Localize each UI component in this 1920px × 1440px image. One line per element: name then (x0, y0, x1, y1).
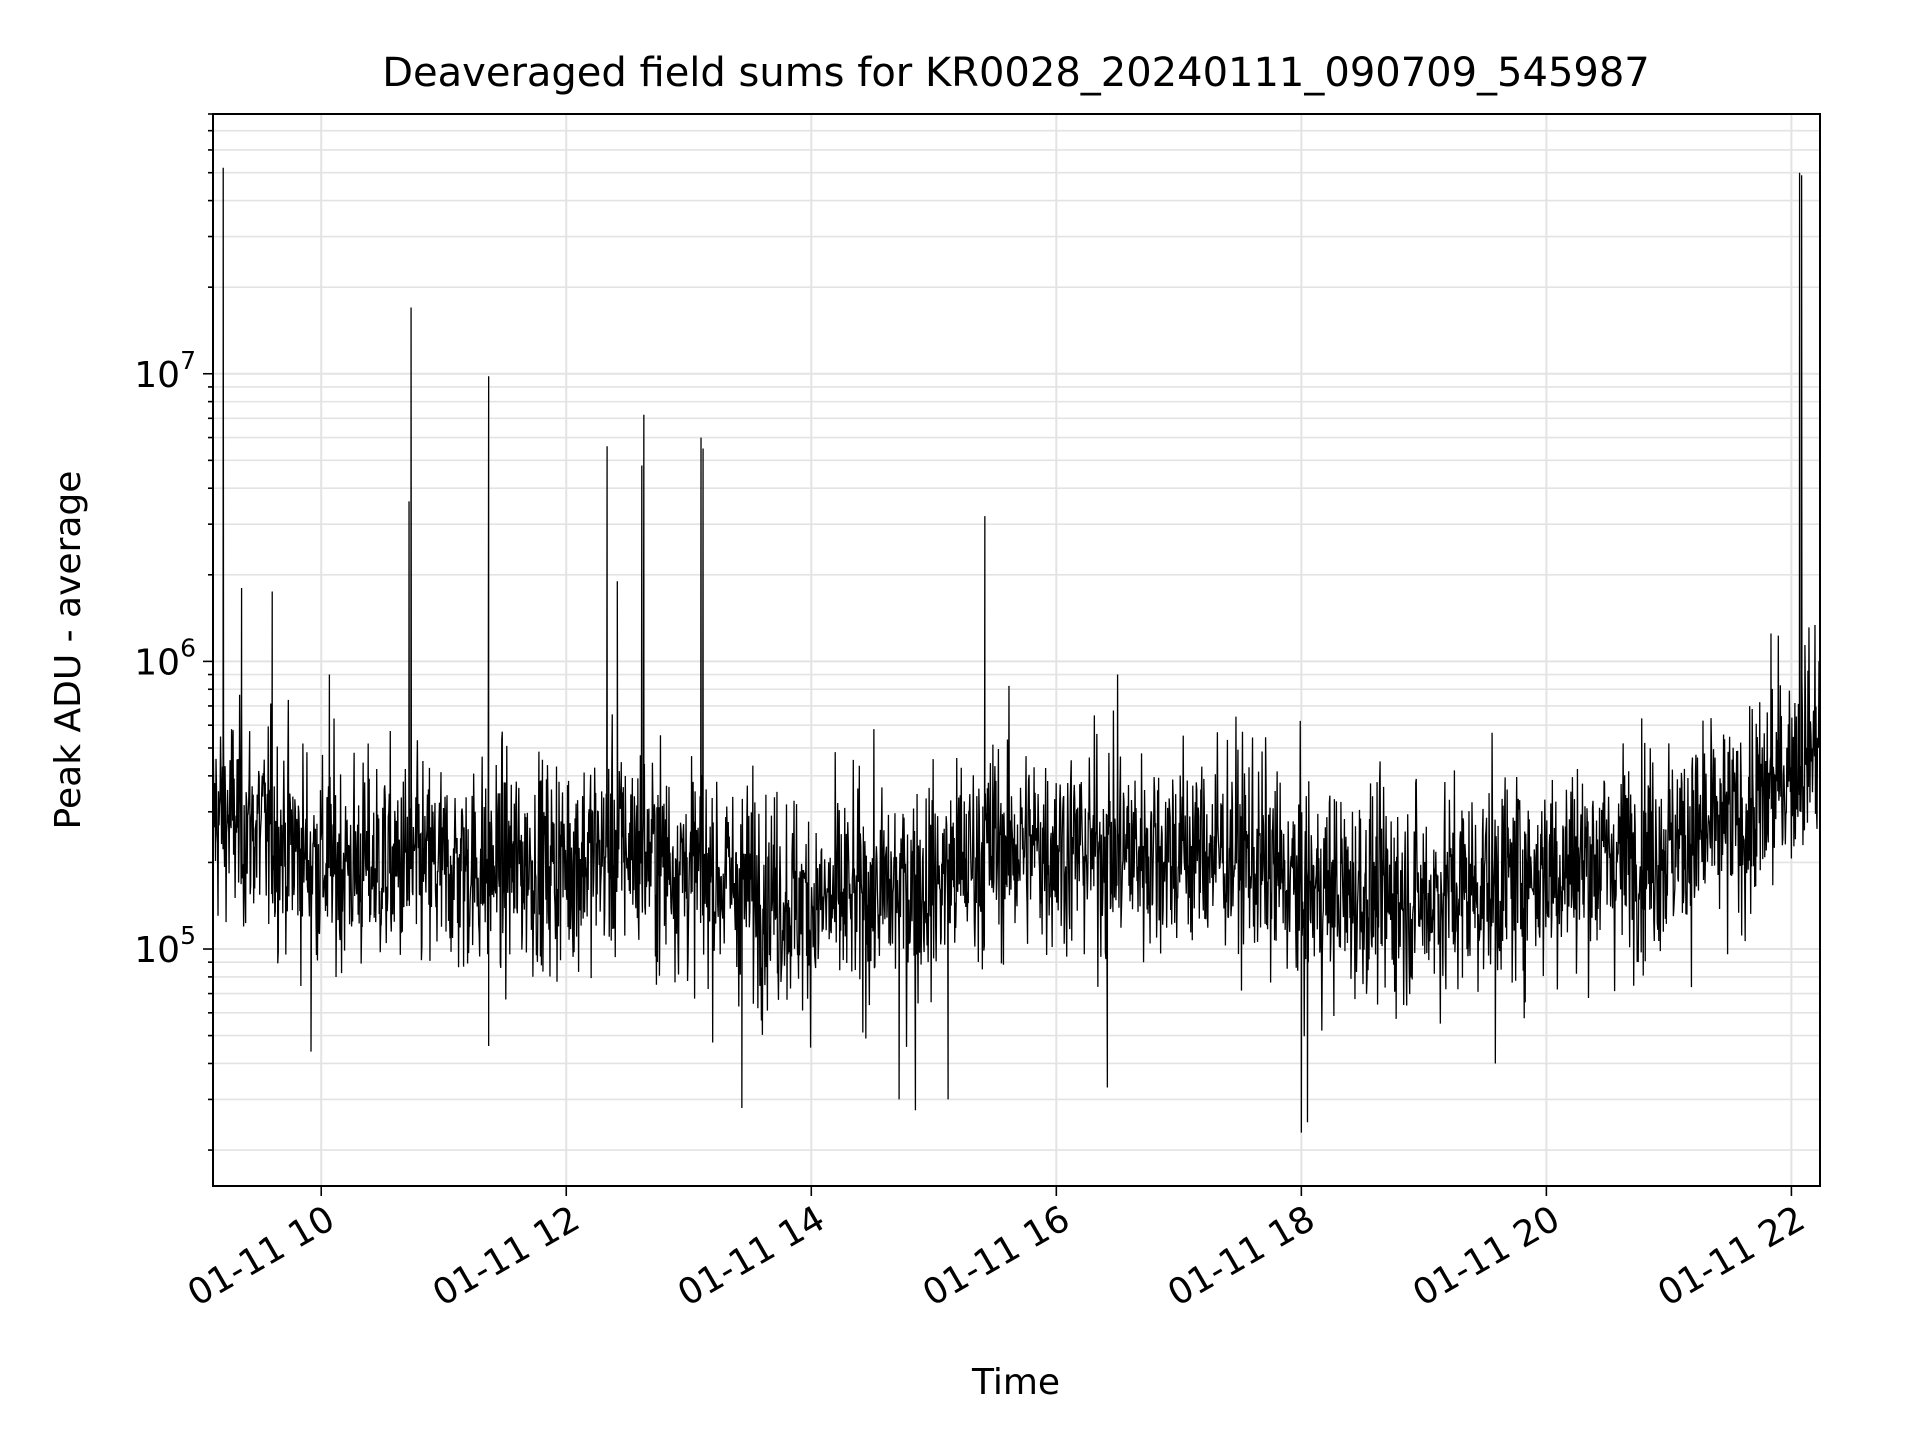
series-line-group (213, 167, 1820, 1133)
plot-frame (212, 113, 1821, 1187)
series-line (213, 167, 1820, 1133)
y-axis: 105 106 107 (134, 113, 213, 1151)
x-axis-label: Time (971, 1362, 1060, 1403)
y-tick-label: 105 (134, 921, 196, 971)
y-axis-label: Peak ADU - average (48, 471, 89, 830)
y-tick-label: 107 (134, 346, 196, 396)
y-tick-label: 106 (134, 633, 196, 683)
chart-title: Deaveraged field sums for KR0028_2024011… (382, 50, 1650, 96)
